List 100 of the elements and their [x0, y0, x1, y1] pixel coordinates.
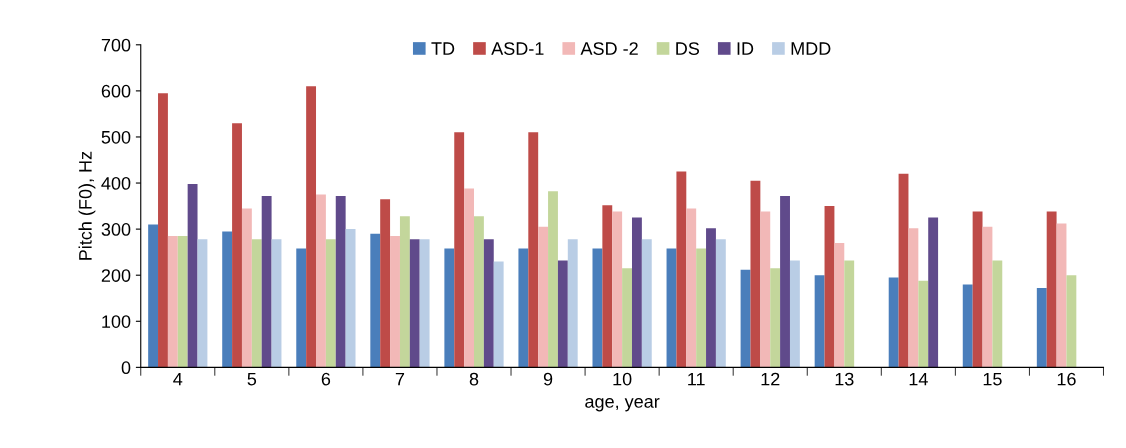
bar	[641, 239, 652, 368]
bar	[316, 194, 326, 368]
bar	[493, 261, 504, 368]
bar	[789, 260, 800, 368]
bar	[306, 86, 317, 368]
x-tick-label: 11	[688, 372, 705, 386]
bar	[538, 226, 549, 368]
bar	[592, 248, 603, 368]
legend-label: ID	[737, 42, 754, 55]
bar	[251, 239, 262, 368]
bar	[770, 268, 781, 368]
bar	[567, 239, 578, 368]
bar	[518, 248, 529, 368]
bar	[464, 188, 474, 368]
x-axis-title: age, year	[585, 397, 660, 412]
y-tick-label: 200	[101, 269, 131, 282]
bar	[1036, 288, 1047, 368]
y-tick-label: 0	[121, 361, 131, 375]
y-tick-label: 700	[101, 38, 131, 52]
bar	[992, 260, 1003, 368]
bar	[370, 233, 381, 368]
bar	[918, 280, 929, 368]
bar	[409, 239, 420, 368]
bar	[928, 217, 939, 368]
bar	[296, 248, 307, 368]
bar	[167, 236, 178, 368]
bar	[454, 132, 465, 368]
bar	[197, 239, 208, 368]
y-tick-label: 100	[102, 315, 131, 328]
x-tick-label: 7	[395, 372, 405, 386]
bar	[686, 208, 697, 368]
x-tick-label: 15	[983, 372, 1002, 386]
y-tick-label: 500	[101, 130, 131, 144]
legend-label: TD	[431, 42, 455, 55]
y-axis-title: Pitch (F0), Hz	[78, 151, 96, 260]
bar	[241, 208, 252, 368]
bar	[444, 248, 455, 368]
bar	[715, 239, 726, 368]
bar	[888, 277, 899, 368]
x-tick-label: 12	[761, 372, 780, 386]
x-tick-label: 13	[835, 372, 854, 386]
legend-label: ASD-1	[491, 42, 544, 55]
x-tick-label: 9	[543, 372, 553, 386]
bar	[844, 260, 855, 368]
bar	[232, 123, 242, 368]
bar	[612, 211, 623, 368]
bar	[696, 248, 707, 368]
bar	[666, 248, 677, 368]
bar	[750, 180, 761, 368]
legend-label: MDD	[791, 42, 831, 55]
bar	[972, 211, 983, 368]
bar	[898, 173, 909, 368]
bar	[706, 228, 716, 368]
bar	[158, 93, 168, 368]
bar	[222, 231, 233, 368]
bar	[399, 216, 410, 368]
bar	[557, 260, 568, 368]
bar	[676, 171, 687, 368]
bar	[834, 242, 845, 368]
bar	[187, 183, 198, 368]
y-tick-label: 600	[101, 84, 131, 98]
bar	[528, 132, 539, 368]
x-tick-label: 6	[321, 372, 331, 386]
x-tick-label: 14	[909, 372, 928, 386]
bar	[962, 284, 973, 368]
bar	[148, 224, 159, 368]
bar	[483, 239, 494, 368]
bar	[824, 206, 835, 368]
bar	[780, 195, 790, 368]
y-tick-label: 400	[101, 176, 131, 190]
bar	[177, 236, 188, 368]
bar	[622, 268, 632, 368]
bar	[548, 191, 558, 368]
bar	[380, 199, 391, 368]
x-tick-label: 10	[613, 372, 632, 386]
bar	[390, 236, 400, 368]
bar	[271, 239, 282, 368]
y-tick-label: 300	[101, 223, 131, 236]
bar	[1056, 223, 1067, 368]
bar	[345, 229, 356, 368]
bar	[814, 275, 825, 368]
x-tick-label: 8	[469, 372, 479, 386]
x-tick-label: 5	[247, 372, 257, 386]
bar	[261, 195, 272, 368]
bar	[419, 239, 430, 368]
bar	[908, 228, 919, 368]
bar	[335, 195, 346, 368]
bar	[631, 217, 642, 368]
bar	[760, 211, 771, 368]
x-tick-label: 16	[1057, 372, 1076, 386]
bar	[982, 226, 993, 368]
bar	[325, 239, 336, 368]
bar	[1046, 211, 1057, 368]
x-tick-label: 4	[173, 372, 183, 386]
bar	[474, 216, 484, 368]
bar	[740, 269, 751, 368]
legend-label: DS	[676, 42, 700, 55]
legend-label: ASD -2	[580, 42, 638, 55]
bar	[602, 205, 613, 368]
bar	[1066, 275, 1077, 368]
